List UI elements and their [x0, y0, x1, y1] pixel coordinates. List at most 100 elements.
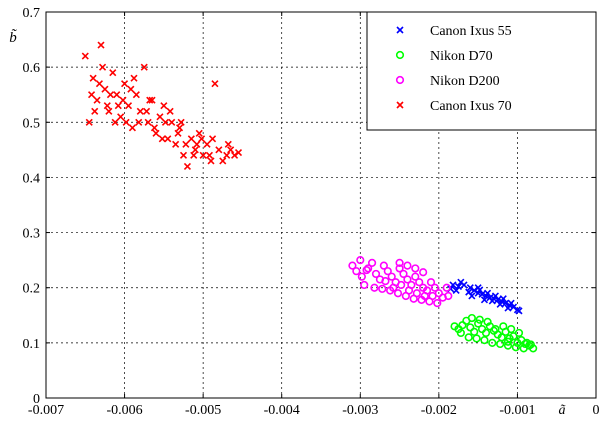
data-point [88, 91, 96, 99]
y-axis-label: b̃ [9, 29, 17, 46]
data-point [430, 283, 440, 292]
legend-marker [396, 26, 404, 34]
data-point [378, 284, 387, 293]
data-point [428, 291, 437, 301]
data-point [411, 264, 420, 273]
legend-marker [395, 50, 405, 60]
data-points [81, 41, 538, 353]
data-point [442, 283, 451, 292]
legend-label: Nikon D200 [430, 74, 500, 89]
y-tick-label: 0.4 [23, 171, 41, 186]
data-point [114, 102, 122, 110]
data-point [472, 334, 481, 343]
data-point [166, 107, 174, 115]
series-4 [81, 41, 243, 170]
data-point [99, 63, 107, 71]
data-point [483, 317, 492, 327]
x-tick-label: -0.002 [421, 403, 457, 418]
data-point [150, 124, 158, 132]
data-point [404, 286, 414, 295]
y-tick-label: 0.2 [23, 282, 41, 297]
data-point [111, 118, 119, 126]
data-point [127, 85, 135, 93]
data-point [211, 80, 219, 88]
data-point [415, 278, 424, 287]
data-point [117, 113, 125, 121]
data-point [362, 265, 371, 275]
data-point [177, 118, 185, 126]
data-point [81, 52, 89, 60]
data-point [515, 307, 523, 315]
data-point [499, 322, 508, 331]
data-point [475, 315, 484, 324]
data-point [444, 291, 453, 301]
data-point [389, 283, 398, 292]
data-point [403, 275, 412, 284]
data-point [507, 324, 516, 334]
data-point [231, 151, 239, 159]
data-point [491, 324, 500, 334]
data-point [364, 264, 373, 273]
data-point [397, 280, 406, 290]
data-point [491, 292, 499, 300]
data-point [191, 146, 199, 154]
data-point [183, 162, 191, 170]
data-point [224, 140, 232, 148]
data-point [488, 297, 496, 305]
data-point [172, 140, 180, 148]
data-point [161, 118, 169, 126]
data-point [143, 107, 151, 115]
data-point [195, 129, 203, 137]
data-point [179, 151, 188, 159]
data-point [130, 74, 138, 82]
data-point [466, 284, 474, 292]
data-point [499, 295, 507, 303]
data-point [105, 107, 113, 115]
legend-box [366, 11, 597, 131]
y-tick-label: 0.3 [23, 227, 41, 242]
data-point [470, 286, 478, 295]
data-point [128, 124, 136, 132]
data-point [219, 157, 227, 165]
data-point [168, 118, 176, 126]
data-point [367, 258, 377, 268]
data-point [514, 328, 524, 338]
data-point [395, 258, 404, 268]
x-tick-label: 0 [593, 403, 600, 418]
data-point [503, 341, 513, 350]
data-point [452, 286, 460, 295]
data-point [456, 328, 465, 338]
plot-frame [45, 11, 597, 399]
legend-label: Canon Ixus 70 [430, 99, 512, 114]
data-point [89, 74, 97, 82]
y-tick-label: 0.6 [23, 61, 41, 76]
data-point [507, 299, 515, 307]
series-2 [450, 313, 538, 353]
data-point [357, 272, 366, 281]
data-point [144, 118, 152, 126]
x-tick-label: -0.006 [106, 403, 142, 418]
data-point [207, 157, 215, 165]
data-point [91, 107, 99, 115]
data-point [387, 272, 396, 281]
data-point [411, 272, 420, 281]
x-tick-label: -0.005 [185, 403, 221, 418]
data-point [85, 118, 93, 126]
data-point [121, 80, 129, 88]
data-point [511, 343, 520, 352]
data-point [522, 338, 531, 347]
data-point [379, 261, 388, 270]
data-point [348, 261, 357, 270]
data-point [474, 319, 483, 328]
data-point [176, 124, 184, 132]
legend-marker [395, 75, 405, 85]
x-tick-label: -0.001 [499, 403, 535, 418]
data-point [106, 91, 114, 99]
data-point [468, 292, 476, 300]
data-point [504, 304, 512, 312]
data-point [481, 328, 491, 338]
data-point [526, 340, 535, 349]
data-point [122, 118, 130, 126]
data-point [488, 338, 497, 347]
